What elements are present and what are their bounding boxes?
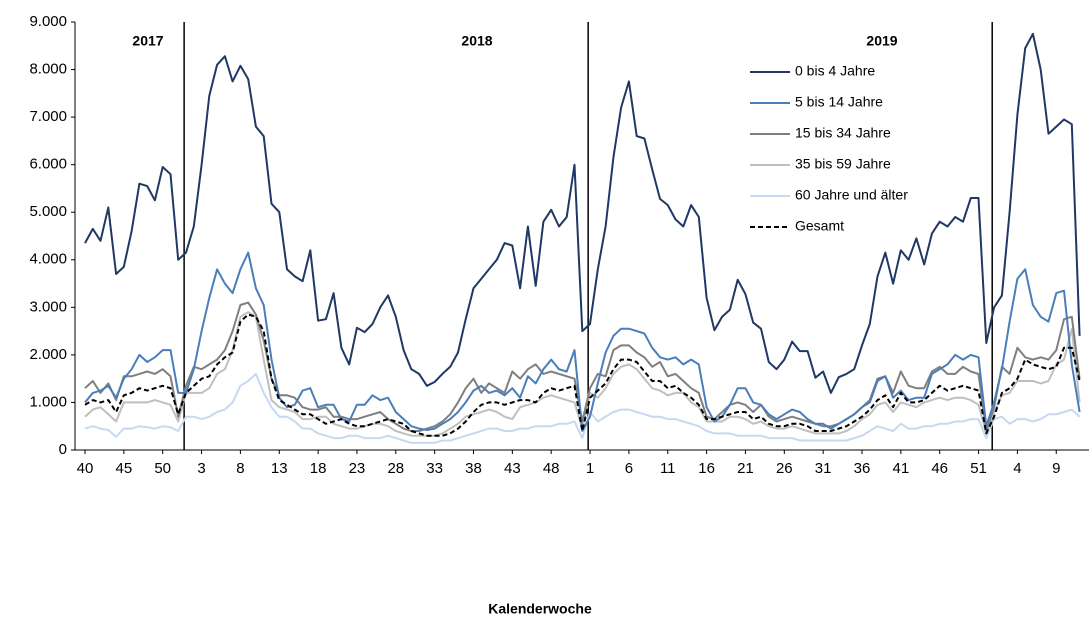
- x-tick-label: 36: [854, 460, 871, 477]
- x-tick-label: 48: [543, 460, 560, 477]
- x-tick-label: 41: [893, 460, 910, 477]
- legend-label: 5 bis 14 Jahre: [795, 94, 883, 110]
- x-tick-label: 1: [586, 460, 594, 477]
- x-tick-label: 43: [504, 460, 521, 477]
- y-tick-label: 9.000: [29, 13, 67, 30]
- series-line: [84, 372, 1081, 444]
- y-tick-label: 3.000: [29, 298, 67, 315]
- legend-label: 15 bis 34 Jahre: [795, 125, 891, 141]
- series-line: [84, 313, 1081, 437]
- x-tick-label: 23: [349, 460, 366, 477]
- x-tick-label: 16: [698, 460, 715, 477]
- series-line: [84, 32, 1081, 394]
- y-tick-label: 8.000: [29, 61, 67, 78]
- y-tick-label: 6.000: [29, 156, 67, 173]
- x-tick-label: 4: [1013, 460, 1021, 477]
- x-tick-label: 45: [116, 460, 133, 477]
- x-tick-label: 51: [970, 460, 987, 477]
- x-tick-label: 33: [426, 460, 443, 477]
- x-tick-label: 31: [815, 460, 832, 477]
- year-label: 2019: [866, 33, 897, 49]
- x-tick-label: 8: [236, 460, 244, 477]
- x-tick-label: 3: [197, 460, 205, 477]
- year-label: 2017: [132, 33, 163, 49]
- x-tick-label: 21: [737, 460, 754, 477]
- legend-label: 60 Jahre und älter: [795, 187, 908, 203]
- y-tick-label: 0: [59, 441, 67, 458]
- x-tick-label: 50: [154, 460, 171, 477]
- legend-label: 0 bis 4 Jahre: [795, 63, 875, 79]
- y-tick-label: 2.000: [29, 346, 67, 363]
- x-tick-label: 38: [465, 460, 482, 477]
- x-tick-label: 40: [77, 460, 94, 477]
- series-line: [84, 251, 1081, 432]
- x-tick-label: 9: [1052, 460, 1060, 477]
- y-tick-label: 7.000: [29, 108, 67, 125]
- x-tick-label: 28: [387, 460, 404, 477]
- y-tick-label: 1.000: [29, 393, 67, 410]
- x-tick-label: 26: [776, 460, 793, 477]
- x-tick-label: 6: [625, 460, 633, 477]
- x-tick-label: 11: [660, 460, 676, 477]
- x-tick-label: 46: [931, 460, 948, 477]
- y-tick-label: 4.000: [29, 251, 67, 268]
- year-label: 2018: [461, 33, 492, 49]
- legend-label: Gesamt: [795, 218, 844, 234]
- x-tick-label: 18: [310, 460, 327, 477]
- y-tick-label: 5.000: [29, 203, 67, 220]
- legend-label: 35 bis 59 Jahre: [795, 156, 891, 172]
- x-tick-label: 13: [271, 460, 288, 477]
- x-axis-label: Kalenderwoche: [488, 601, 592, 617]
